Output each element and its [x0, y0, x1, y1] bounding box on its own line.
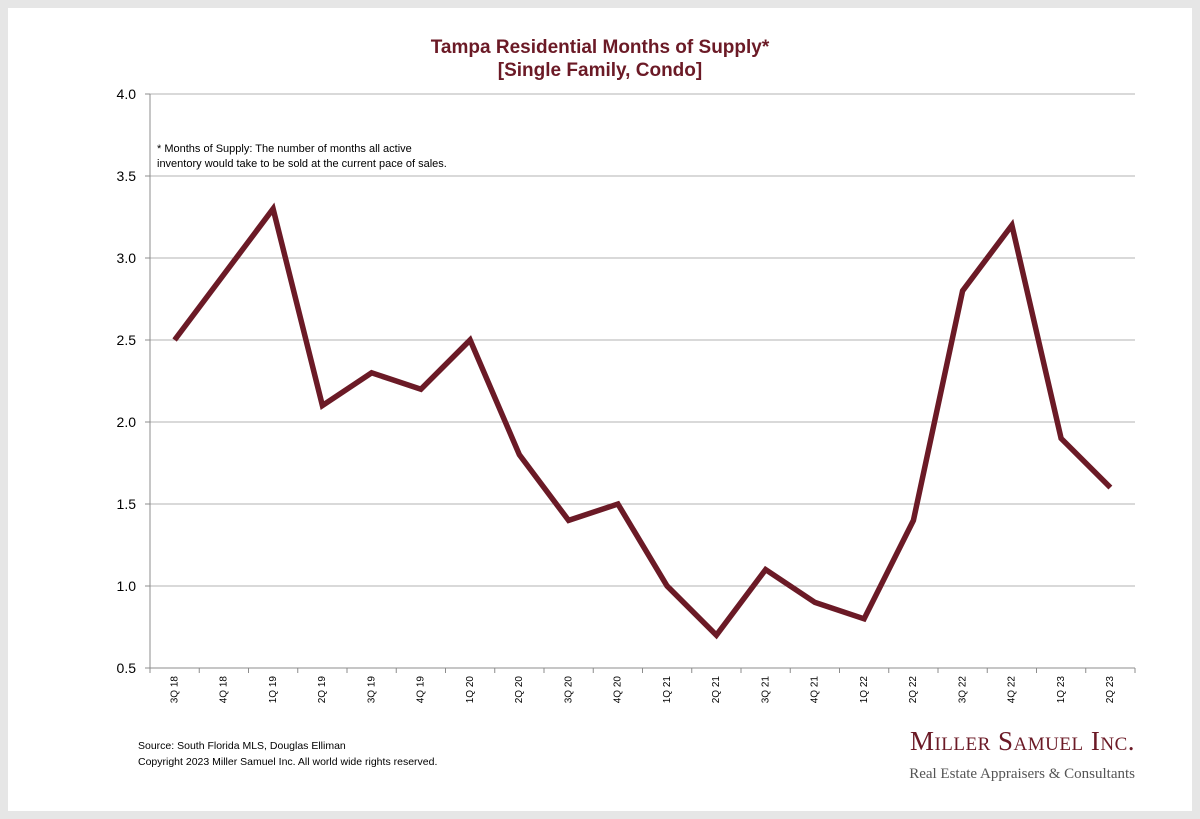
x-tick-label: 1Q 22: [859, 676, 870, 704]
chart-title-block: Tampa Residential Months of Supply* [Sin…: [0, 36, 1200, 82]
y-tick-labels: 0.5 1.0 1.5 2.0 2.5 3.0 3.5 4.0: [117, 86, 137, 676]
x-tick-label: 2Q 23: [1105, 676, 1116, 704]
x-tick-label: 4Q 22: [1007, 676, 1018, 704]
logo-wordmark: Miller Samuel Inc.: [909, 726, 1135, 756]
x-tick-label: 2Q 20: [514, 676, 525, 704]
x-tick-label: 3Q 22: [957, 676, 968, 704]
copyright-note: Copyright 2023 Miller Samuel Inc. All wo…: [138, 756, 438, 768]
logo-tagline: Real Estate Appraisers & Consultants: [909, 766, 1135, 782]
chart-frame: [8, 8, 1192, 811]
annotation-line: * Months of Supply: The number of months…: [157, 143, 412, 155]
x-tick-label: 3Q 18: [169, 676, 180, 704]
x-tick-label: 1Q 20: [465, 676, 476, 704]
x-tick-label: 3Q 21: [760, 676, 771, 704]
y-tick-label: 3.5: [117, 168, 137, 184]
chart-title: Tampa Residential Months of Supply*: [430, 37, 770, 58]
y-tick-label: 4.0: [117, 86, 137, 102]
y-tick-label: 1.0: [117, 578, 137, 594]
source-note: Source: South Florida MLS, Douglas Ellim…: [138, 740, 346, 752]
series-line: [172, 202, 1113, 640]
x-tick-label: 4Q 19: [416, 676, 427, 704]
x-tick-label: 2Q 22: [908, 676, 919, 704]
x-tick-labels: 3Q 18 4Q 18 1Q 19 2Q 19 3Q 19 4Q 19 1Q 20 2Q 20…: [169, 676, 1116, 704]
x-tick-label: 1Q 21: [662, 676, 673, 704]
chart-subtitle: [Single Family, Condo]: [497, 60, 703, 81]
x-tick-label: 4Q 20: [613, 676, 624, 704]
axes: [145, 93, 1136, 673]
x-tick-label: 3Q 20: [563, 676, 574, 704]
x-tick-label: 1Q 19: [268, 676, 279, 704]
y-tick-label: 0.5: [117, 660, 137, 676]
y-tick-label: 1.5: [117, 496, 137, 512]
x-tick-label: 2Q 21: [711, 676, 722, 704]
series-group: [172, 202, 1113, 640]
y-tick-label: 2.0: [117, 414, 137, 430]
annotation-line: inventory would take to be sold at the c…: [157, 158, 447, 170]
y-tick-label: 2.5: [117, 332, 137, 348]
x-tick-label: 3Q 19: [366, 676, 377, 704]
y-tick-label: 3.0: [117, 250, 137, 266]
grid-lines: [150, 93, 1135, 587]
x-tick-label: 4Q 18: [219, 676, 230, 704]
x-tick-label: 1Q 23: [1056, 676, 1067, 704]
x-tick-label: 4Q 21: [810, 676, 821, 704]
x-tick-label: 2Q 19: [317, 676, 328, 704]
chart-annotation: * Months of Supply: The number of months…: [157, 143, 447, 170]
